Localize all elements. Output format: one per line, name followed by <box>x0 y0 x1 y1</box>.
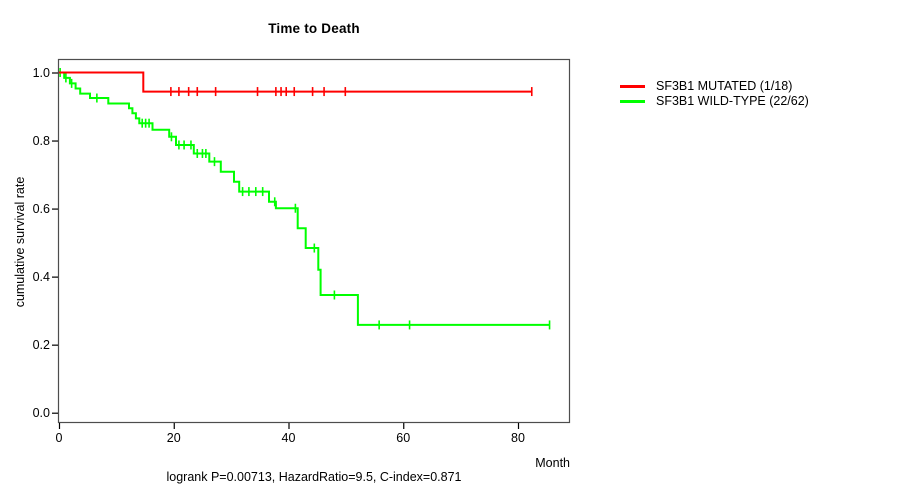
y-tick-label-0.8: 0.8 <box>32 133 50 148</box>
survival-curve <box>59 71 532 93</box>
legend-label-wild-type: SF3B1 WILD-TYPE (22/62) <box>656 94 809 108</box>
x-tick-label-20: 20 <box>166 431 181 445</box>
x-tick-label-60: 60 <box>396 431 411 445</box>
x-tick-label-0: 0 <box>55 431 63 445</box>
plot-box-border <box>57 58 571 424</box>
stats-annotation: logrank P=0.00713, HazardRatio=9.5, C-in… <box>166 470 462 484</box>
y-tick-label-0.2: 0.2 <box>32 337 50 352</box>
y-tick-label-1.0: 1.0 <box>32 65 50 80</box>
survival-curve <box>59 71 550 326</box>
legend-item-wild-type: SF3B1 WILD-TYPE (22/62) <box>620 94 809 108</box>
legend-swatch-mutated <box>620 84 645 88</box>
y-tick-label-0.0: 0.0 <box>32 405 50 420</box>
y-tick-label-0.6: 0.6 <box>32 201 50 216</box>
y-tick-label-0.4: 0.4 <box>32 269 50 284</box>
legend-label-mutated: SF3B1 MUTATED (1/18) <box>656 79 793 93</box>
x-tick-label-40: 40 <box>281 431 296 445</box>
chart-title: Time to Death <box>268 21 360 36</box>
x-axis-title: Month <box>535 456 570 470</box>
legend-item-mutated: SF3B1 MUTATED (1/18) <box>620 79 809 93</box>
legend: SF3B1 MUTATED (1/18) SF3B1 WILD-TYPE (22… <box>620 79 809 109</box>
legend-swatch-wild-type <box>620 99 645 103</box>
x-tick-label-80: 80 <box>511 431 525 445</box>
